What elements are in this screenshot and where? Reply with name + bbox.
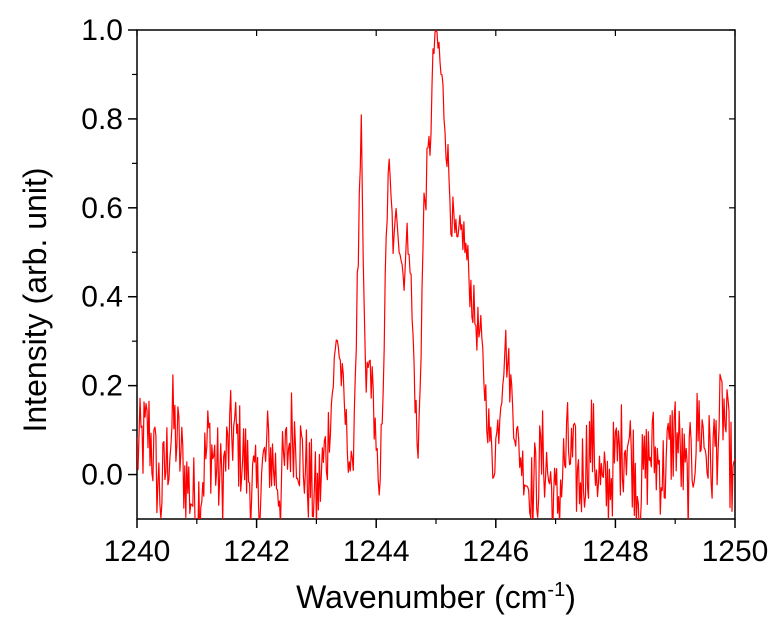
x-tick-label: 1248 bbox=[582, 535, 649, 568]
y-tick-label: 0.8 bbox=[81, 103, 123, 136]
y-tick-label: 1.0 bbox=[81, 14, 123, 47]
y-axis-title: Intensity (arb. unit) bbox=[17, 168, 53, 433]
y-tick-label: 0.0 bbox=[81, 459, 123, 492]
x-axis-title: Wavenumber (cm-1) bbox=[296, 579, 576, 615]
x-tick-label: 1250 bbox=[702, 535, 769, 568]
y-tick-label: 0.2 bbox=[81, 370, 123, 403]
x-tick-label: 1244 bbox=[343, 535, 410, 568]
x-tick-label: 1242 bbox=[223, 535, 290, 568]
series-line bbox=[137, 30, 735, 519]
y-tick-label: 0.6 bbox=[81, 192, 123, 225]
x-axis-ticks: 1240 1242 1244 1246 1248 1250 bbox=[104, 30, 769, 568]
x-tick-label: 1246 bbox=[462, 535, 529, 568]
y-tick-label: 0.4 bbox=[81, 281, 123, 314]
y-axis-ticks: 0.0 0.2 0.4 0.6 0.8 1.0 bbox=[81, 14, 735, 492]
x-tick-label: 1240 bbox=[104, 535, 171, 568]
